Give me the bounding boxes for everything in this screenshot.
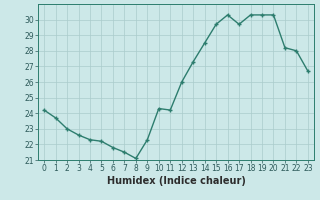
X-axis label: Humidex (Indice chaleur): Humidex (Indice chaleur) — [107, 176, 245, 186]
